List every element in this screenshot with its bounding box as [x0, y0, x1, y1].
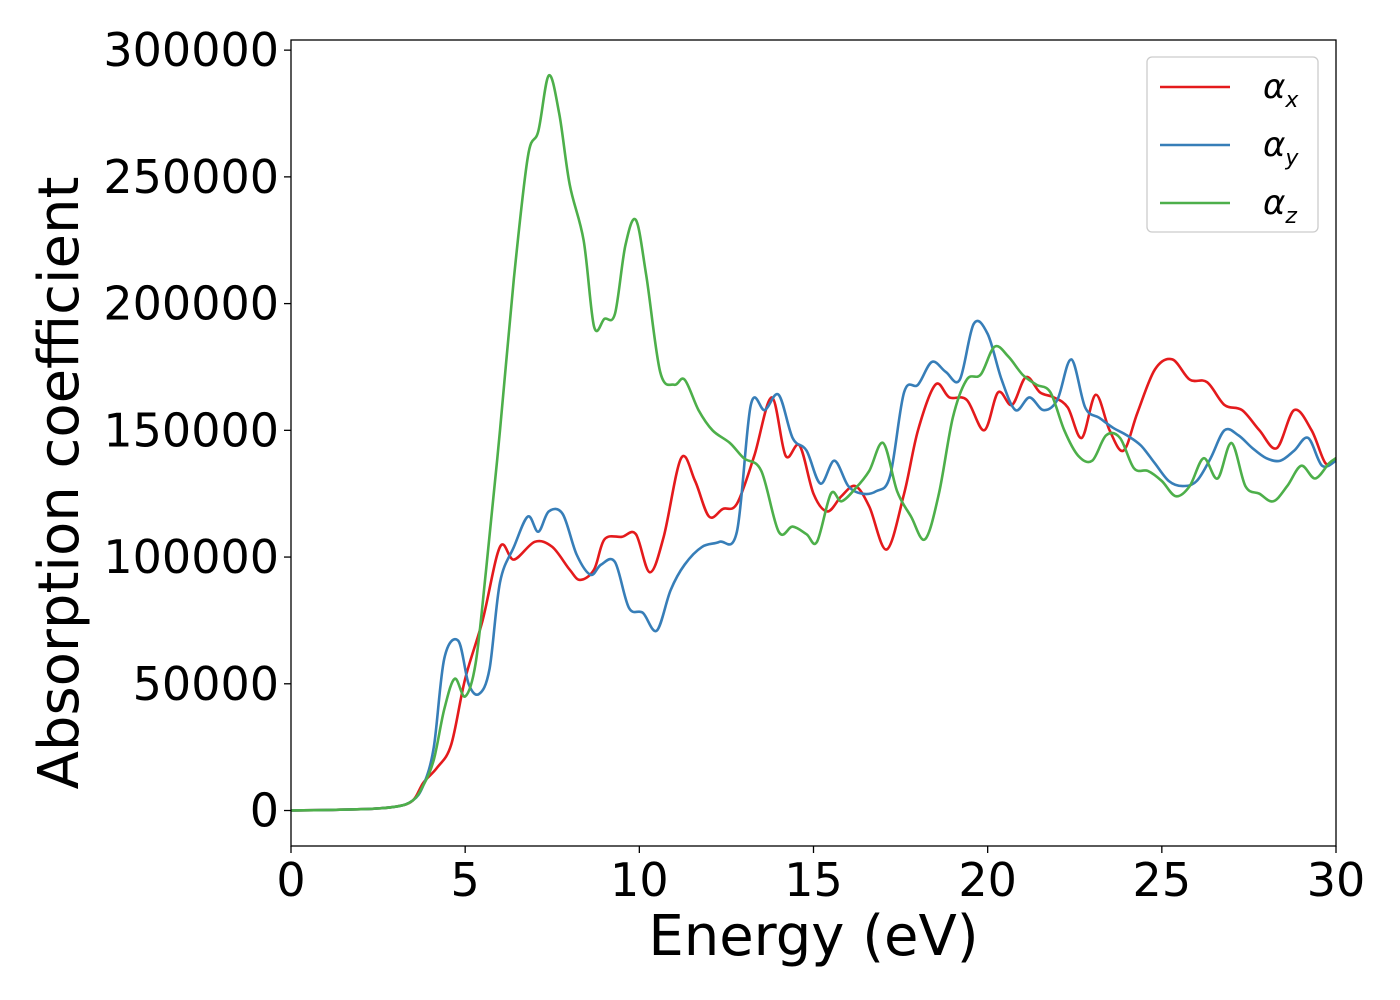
y-tick-label: 100000	[103, 530, 279, 584]
y-tick-label: 300000	[103, 23, 279, 77]
legend-symbol: α	[1263, 67, 1285, 107]
y-tick-label: 200000	[103, 277, 279, 331]
x-tick-label: 20	[958, 853, 1017, 907]
series-line-z	[290, 74, 1337, 812]
legend-label-y: αy	[1263, 125, 1299, 171]
y-tick-label: 50000	[133, 657, 279, 711]
legend-symbol: α	[1263, 125, 1285, 165]
series-line-y	[290, 319, 1337, 812]
series-layer	[290, 74, 1337, 812]
x-tick-label: 10	[610, 853, 669, 907]
legend-symbol: α	[1263, 183, 1285, 223]
x-tick-label: 15	[784, 853, 843, 907]
legend-box	[1146, 56, 1319, 233]
legend-subscript: z	[1284, 204, 1297, 229]
x-axis-ticks: 0 5 10 15 20 25 30	[276, 846, 1365, 907]
x-tick-label: 5	[451, 853, 480, 907]
legend-subscript: x	[1284, 88, 1299, 113]
x-tick-label: 0	[276, 853, 305, 907]
y-tick-label: 0	[250, 784, 279, 838]
y-axis-ticks: 0 50000 100000 150000 200000 250000 300000	[103, 23, 291, 838]
y-axis-title: Absorption coefficient	[27, 177, 92, 790]
x-tick-label: 30	[1307, 853, 1366, 907]
x-axis-title: Energy (eV)	[648, 904, 978, 969]
y-tick-label: 150000	[103, 403, 279, 457]
legend-label-z: αz	[1263, 183, 1297, 229]
x-tick-label: 25	[1133, 853, 1192, 907]
legend-label-x: αx	[1263, 67, 1299, 113]
legend-subscript: y	[1284, 146, 1299, 171]
y-tick-label: 250000	[103, 150, 279, 204]
